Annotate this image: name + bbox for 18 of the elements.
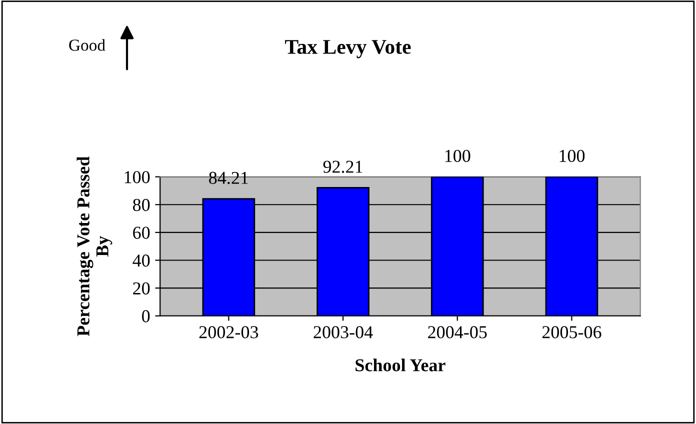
y-tick-label: 100 xyxy=(124,171,150,184)
y-tick-label: 40 xyxy=(132,254,150,267)
data-label: 92.21 xyxy=(323,160,362,173)
y-tick-label: 20 xyxy=(133,282,150,295)
y-tick-label: 60 xyxy=(133,226,150,239)
data-label: 84.21 xyxy=(209,172,248,184)
y-tick-label: 0 xyxy=(142,310,150,322)
y-axis-title: Percentage Vote Passed By xyxy=(76,156,112,336)
x-axis-title: School Year xyxy=(356,358,446,372)
x-tick-label: 2002-03 xyxy=(199,326,258,338)
data-label: 100 xyxy=(560,150,585,162)
x-tick-label: 2003-04 xyxy=(314,326,373,338)
data-label: 100 xyxy=(445,150,470,162)
y-tick-label: 80 xyxy=(132,198,150,212)
x-tick-label: 2004-05 xyxy=(428,326,487,338)
x-tick-label: 2005-06 xyxy=(542,326,602,338)
chart-title: Tax Levy Vote xyxy=(285,40,411,58)
text: Good xyxy=(69,39,106,51)
